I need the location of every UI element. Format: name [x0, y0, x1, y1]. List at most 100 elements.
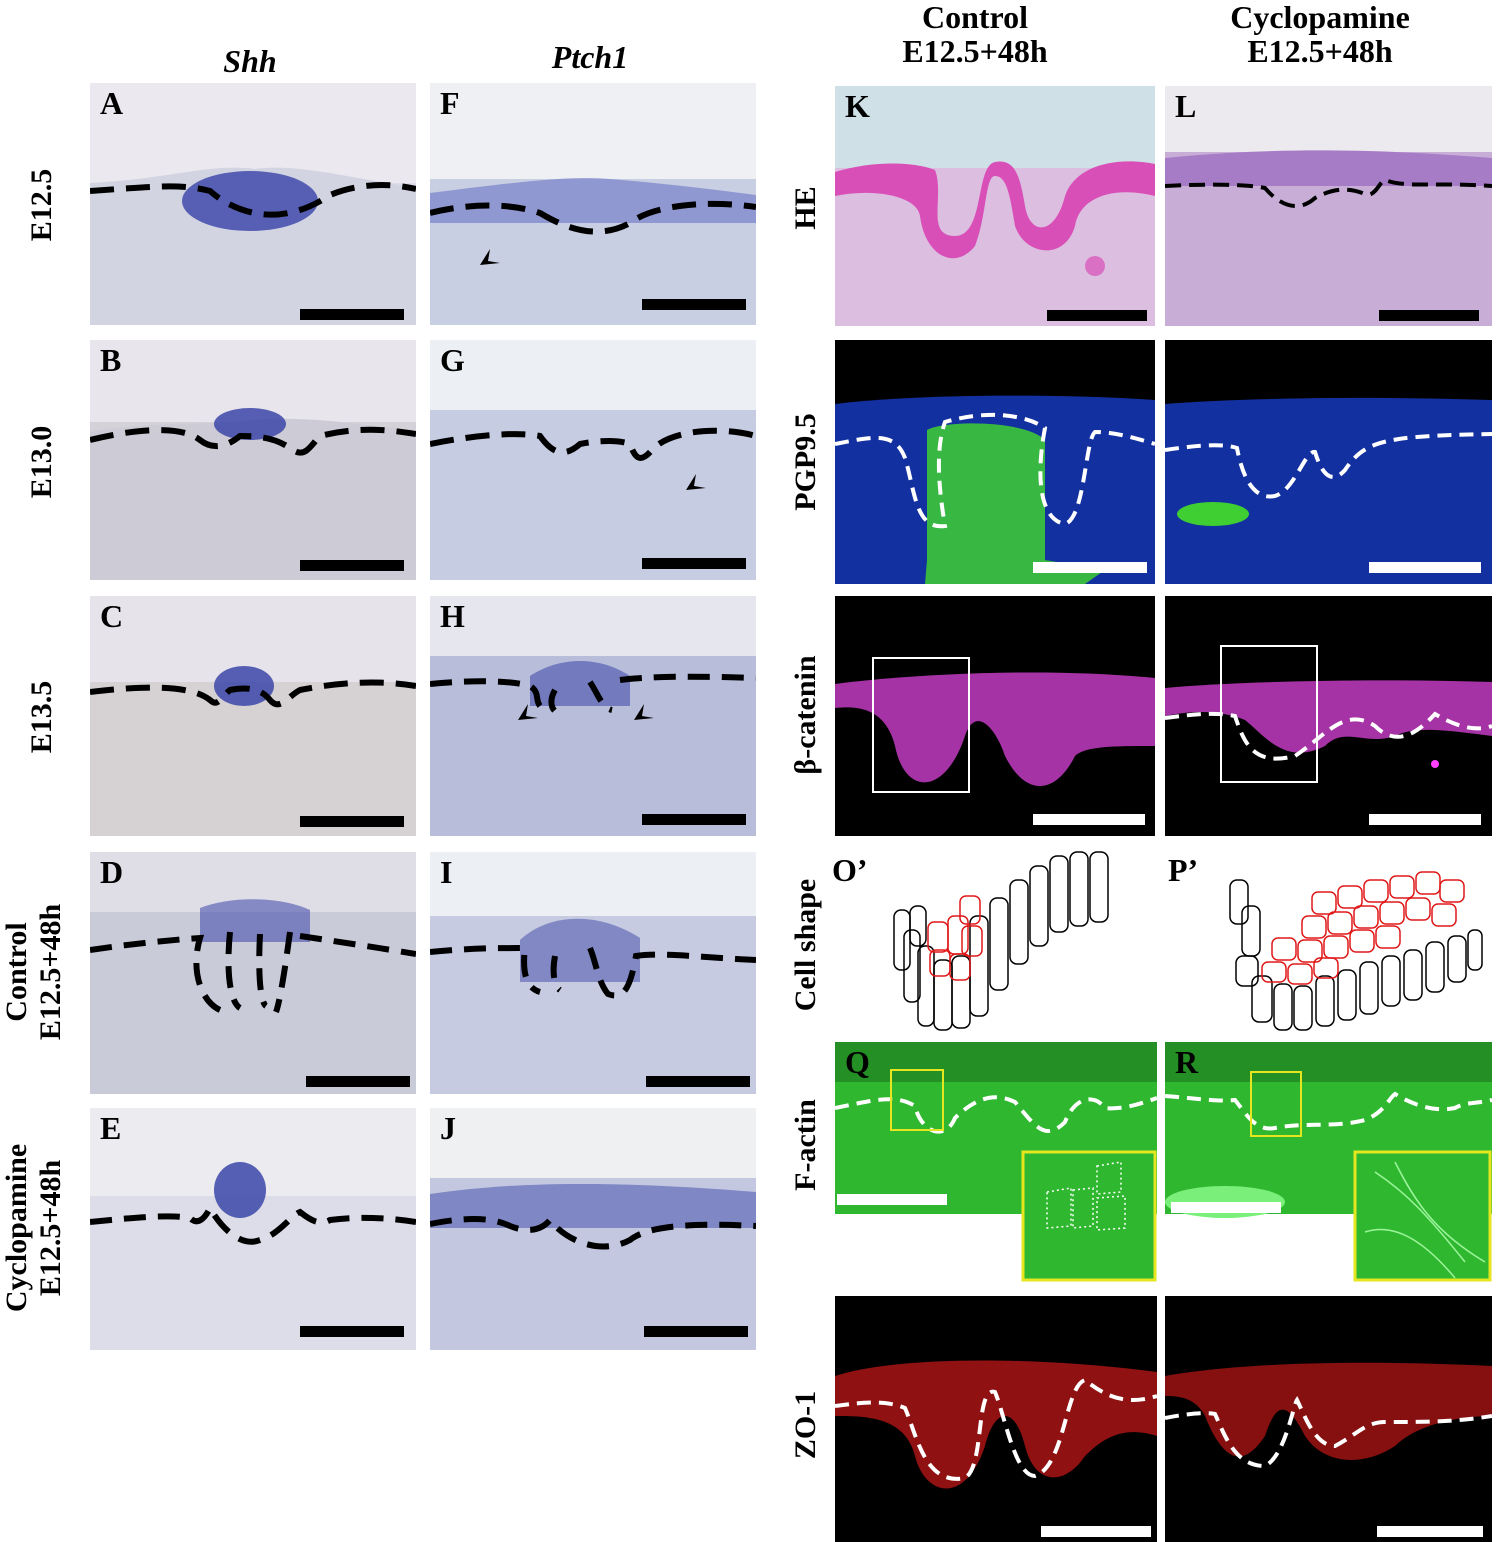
panel-letter-b: B [100, 342, 122, 378]
panel-l-he-cyclopamine: L [1165, 86, 1492, 326]
scale-bar-l [1379, 310, 1479, 321]
row-label-control-line1: Control [0, 922, 33, 1022]
scale-bar-a [300, 309, 404, 320]
panel-r-factin-cyclopamine: R [1165, 1042, 1492, 1282]
scale-bar-b [300, 560, 404, 571]
panel-letter-l: L [1175, 88, 1197, 124]
panel-letter-d: D [100, 854, 124, 890]
row-label-zo1: ZO-1 [789, 1390, 822, 1460]
panel-n-pgp95-cyclopamine: N [1165, 340, 1492, 584]
panel-i-ptch1-control: I [430, 852, 756, 1094]
panel-s-zo1-control: S [835, 1296, 1157, 1542]
column-header-cyclopamine-line2: E12.5+48h [1247, 33, 1393, 69]
panel-letter-a: A [100, 85, 124, 121]
panel-m-image [835, 340, 1155, 584]
scale-bar-o [1033, 814, 1145, 825]
scale-bar-c [300, 816, 404, 827]
column-header-cyclopamine-line1: Cyclopamine [1230, 0, 1410, 35]
column-header-control: Control E12.5+48h [880, 0, 1070, 68]
panel-i-image [430, 852, 756, 1094]
panel-letter-o-prime: O’ [832, 852, 868, 888]
panel-letter-h: H [440, 598, 465, 634]
scale-bar-s [1041, 1526, 1151, 1537]
panel-k-image [835, 86, 1155, 326]
column-header-shh: Shh [223, 43, 277, 79]
scale-bar-f [642, 299, 746, 310]
column-header-control-line2: E12.5+48h [902, 33, 1048, 69]
panel-h-ptch1-e135: H [430, 596, 756, 836]
panel-n-image [1165, 340, 1492, 584]
panel-k-he-control: K [835, 86, 1155, 326]
panel-j-ptch1-cyclopamine: J [430, 1108, 756, 1350]
panel-letter-j: J [440, 1110, 456, 1146]
scale-bar-j [644, 1326, 748, 1337]
cell-shape-control-diagram [890, 846, 1130, 1038]
panel-q-image [835, 1042, 1157, 1282]
panel-letter-f: F [440, 85, 460, 121]
panel-m-pgp95-control: M [835, 340, 1155, 584]
row-label-cyclopamine-line1: Cyclopamine [0, 1143, 33, 1313]
scale-bar-i [646, 1076, 750, 1087]
panel-letter-g: G [440, 342, 465, 378]
panel-letter-n: N [1175, 342, 1199, 378]
panel-b-shh-e130: B [90, 340, 416, 580]
column-header-ptch1: Ptch1 [551, 39, 629, 75]
scale-bar-n [1369, 562, 1481, 573]
panel-h-image [430, 596, 756, 836]
scale-bar-t [1377, 1526, 1483, 1537]
row-label-control: Control E12.5+48h [0, 904, 68, 1040]
panel-r-image [1165, 1042, 1492, 1282]
panel-p-bcatenin-cyclopamine: P [1165, 596, 1492, 836]
panel-f-ptch1-e125: F [430, 83, 756, 325]
panel-letter-o: O [845, 598, 870, 634]
panel-d-shh-control: D [90, 852, 416, 1094]
panel-letter-s: S [845, 1298, 863, 1334]
panel-letter-e: E [100, 1110, 122, 1146]
panel-c-shh-e135: C [90, 596, 416, 836]
panel-letter-p: P [1175, 598, 1195, 634]
panel-letter-p-prime: P’ [1168, 852, 1199, 888]
panel-e-image [90, 1108, 416, 1350]
panel-b-image [90, 340, 416, 580]
row-label-he: HE [789, 186, 822, 230]
panel-a-shh-e125: A [90, 83, 416, 325]
column-header-cyclopamine: Cyclopamine E12.5+48h [1200, 0, 1440, 68]
panel-p-image [1165, 596, 1492, 836]
panel-f-image [430, 83, 756, 325]
row-label-control-line2: E12.5+48h [34, 903, 67, 1041]
panel-g-ptch1-e130: G [430, 340, 756, 580]
panel-a-image [90, 83, 416, 325]
panel-q-factin-control: Q [835, 1042, 1157, 1282]
panel-letter-m: M [845, 342, 876, 378]
row-label-cyclopamine-line2: E12.5+48h [34, 1159, 67, 1297]
panel-t-zo1-cyclopamine: T [1165, 1296, 1492, 1542]
scale-bar-p [1369, 814, 1481, 825]
panel-letter-i: I [440, 854, 453, 890]
row-label-e135: E13.5 [25, 680, 58, 754]
scale-bar-m [1033, 562, 1147, 573]
panel-c-image [90, 596, 416, 836]
panel-j-image [430, 1108, 756, 1350]
scale-bar-r [1171, 1202, 1281, 1213]
panel-o-bcatenin-control: O [835, 596, 1155, 836]
panel-letter-t: T [1175, 1298, 1197, 1334]
cell-shape-control-svg [893, 851, 1109, 1031]
scale-bar-q [837, 1194, 947, 1205]
panel-letter-k: K [845, 88, 870, 124]
scale-bar-d [306, 1076, 410, 1087]
row-label-pgp95: PGP9.5 [789, 413, 822, 511]
panel-letter-r: R [1175, 1044, 1199, 1080]
row-label-e130: E13.0 [25, 425, 58, 499]
column-header-control-line1: Control [921, 0, 1029, 35]
panel-letter-q: Q [845, 1044, 870, 1080]
cell-shape-cyclopamine-svg [1229, 871, 1483, 1031]
panel-l-image [1165, 86, 1492, 326]
row-label-bcatenin: β-catenin [789, 655, 822, 775]
panel-letter-c: C [100, 598, 124, 634]
row-label-e125: E12.5 [25, 168, 58, 242]
panel-g-image [430, 340, 756, 580]
scale-bar-h [642, 814, 746, 825]
cell-shape-cyclopamine-diagram [1222, 866, 1484, 1038]
row-label-factin: F-actin [789, 1099, 822, 1191]
panel-o-image [835, 596, 1155, 836]
